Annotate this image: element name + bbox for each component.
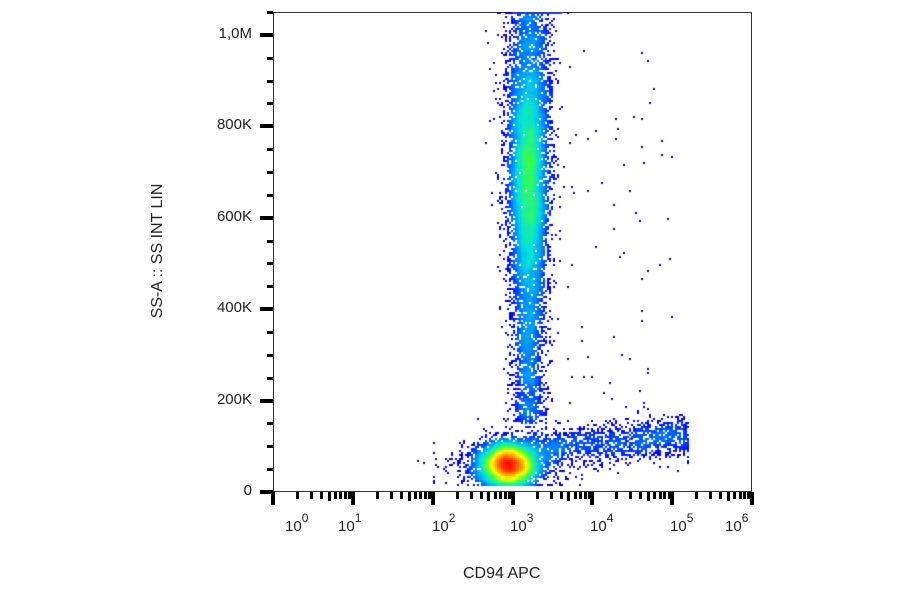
x-minor-tick	[499, 492, 503, 499]
x-minor-tick	[348, 492, 352, 499]
x-minor-tick	[615, 492, 619, 499]
x-minor-tick	[726, 492, 730, 501]
x-minor-tick	[507, 492, 511, 499]
x-minor-tick	[487, 492, 491, 501]
x-minor-tick	[567, 492, 571, 501]
x-major-tick	[750, 492, 754, 505]
x-tick-label: 106	[725, 511, 749, 535]
y-minor-tick	[267, 239, 273, 243]
x-minor-tick	[667, 492, 671, 499]
x-major-tick	[430, 492, 435, 505]
y-tick-label: 200K	[216, 390, 252, 408]
x-minor-tick	[709, 492, 713, 499]
x-minor-tick	[423, 492, 427, 499]
x-major-tick	[350, 492, 355, 505]
y-minor-tick	[267, 102, 273, 106]
y-minor-tick	[267, 262, 273, 266]
x-minor-tick	[658, 492, 662, 499]
y-major-tick	[260, 490, 273, 494]
x-minor-tick	[559, 492, 563, 499]
x-minor-tick	[310, 492, 314, 499]
x-minor-tick	[663, 492, 667, 499]
y-major-tick	[260, 32, 273, 37]
y-minor-tick	[267, 376, 273, 380]
y-minor-tick	[267, 445, 273, 449]
x-minor-tick	[428, 492, 431, 499]
scatter-density-plot	[273, 12, 752, 492]
x-axis-title: CD94 APC	[463, 565, 541, 582]
x-tick-label: 100	[285, 511, 309, 535]
x-minor-tick	[583, 492, 587, 499]
x-minor-tick	[413, 492, 417, 499]
x-minor-tick	[327, 492, 331, 501]
x-minor-tick	[389, 492, 393, 499]
x-minor-tick	[535, 492, 539, 499]
x-minor-tick	[479, 492, 483, 499]
x-major-tick	[670, 492, 675, 505]
x-minor-tick	[503, 492, 507, 499]
y-tick-label: 400K	[216, 299, 252, 317]
x-minor-tick	[469, 492, 473, 499]
y-minor-tick	[267, 171, 273, 174]
y-tick-label: 800K	[216, 116, 252, 134]
x-minor-tick	[647, 492, 651, 501]
x-minor-tick	[399, 492, 403, 499]
x-minor-tick	[747, 492, 751, 499]
y-tick-label: 1,0M	[218, 24, 252, 42]
y-minor-tick	[267, 11, 273, 14]
x-minor-tick	[743, 492, 747, 499]
y-major-tick	[260, 124, 273, 129]
x-minor-tick	[375, 492, 379, 499]
x-minor-tick	[320, 492, 324, 499]
x-major-tick	[271, 492, 275, 505]
y-minor-tick	[267, 148, 273, 152]
x-minor-tick	[344, 492, 348, 499]
x-tick-label: 104	[590, 511, 614, 535]
x-minor-tick	[653, 492, 657, 499]
x-minor-tick	[587, 492, 591, 499]
x-minor-tick	[573, 492, 577, 499]
y-axis-title: SS-A :: SS INT LIN	[149, 183, 166, 319]
y-major-tick	[260, 307, 273, 312]
x-major-tick	[590, 492, 595, 505]
y-minor-tick	[267, 79, 273, 83]
y-minor-tick	[267, 285, 273, 289]
x-minor-tick	[493, 492, 497, 499]
x-minor-tick	[733, 492, 737, 499]
y-minor-tick	[267, 422, 273, 426]
y-major-tick	[260, 215, 273, 220]
x-minor-tick	[578, 492, 582, 499]
y-minor-tick	[267, 353, 273, 357]
y-minor-tick	[267, 193, 273, 197]
x-minor-tick	[695, 492, 699, 499]
x-major-tick	[510, 492, 515, 505]
y-minor-tick	[267, 331, 273, 334]
x-minor-tick	[455, 492, 459, 499]
x-minor-tick	[419, 492, 423, 499]
y-minor-tick	[267, 56, 273, 60]
x-minor-tick	[629, 492, 633, 499]
x-tick-label: 105	[670, 511, 694, 535]
x-minor-tick	[334, 492, 338, 499]
x-minor-tick	[639, 492, 643, 499]
x-minor-tick	[719, 492, 723, 499]
y-tick-label: 600K	[216, 207, 252, 225]
x-tick-label: 102	[432, 511, 456, 535]
x-minor-tick	[738, 492, 742, 499]
x-minor-tick	[296, 492, 300, 499]
x-tick-label: 103	[510, 511, 534, 535]
y-tick-label: 0	[243, 482, 252, 499]
x-minor-tick	[339, 492, 343, 499]
x-minor-tick	[549, 492, 553, 499]
y-major-tick	[260, 398, 273, 403]
y-minor-tick	[267, 468, 273, 472]
x-tick-label: 101	[338, 511, 362, 535]
x-minor-tick	[407, 492, 411, 501]
